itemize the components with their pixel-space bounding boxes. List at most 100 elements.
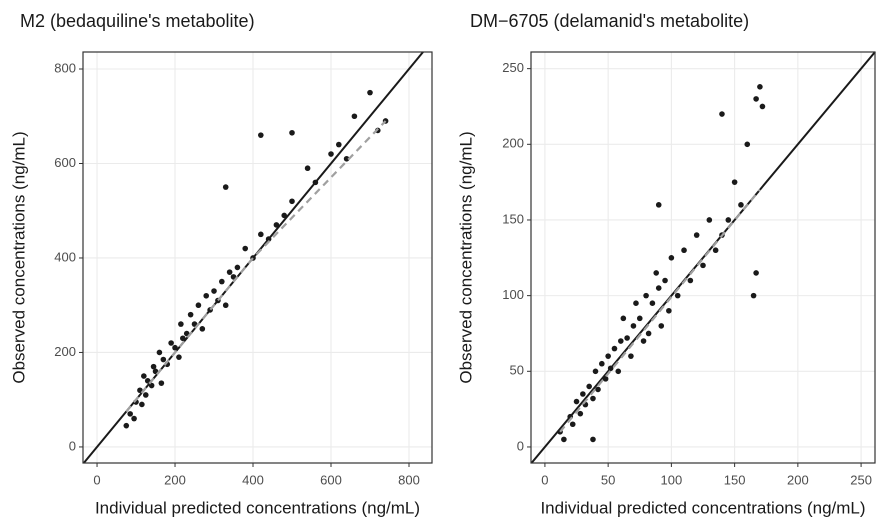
x-axis-label: Individual predicted concentrations (ng/… xyxy=(540,498,865,517)
point xyxy=(222,184,229,190)
point xyxy=(586,383,592,390)
point xyxy=(666,307,672,314)
point xyxy=(643,292,649,299)
trend-line xyxy=(559,189,761,433)
x-tick-label: 600 xyxy=(320,472,342,487)
y-tick-label: 150 xyxy=(502,211,524,226)
y-axis-label: Observed concentrations (ng/mL) xyxy=(9,131,28,383)
point xyxy=(757,84,763,90)
point xyxy=(273,222,280,228)
y-tick-label: 200 xyxy=(54,344,76,359)
point xyxy=(590,436,596,443)
point xyxy=(150,363,157,370)
point xyxy=(176,354,182,360)
point xyxy=(172,344,178,351)
point xyxy=(640,338,647,344)
point xyxy=(712,247,719,254)
point xyxy=(180,335,186,342)
point xyxy=(123,422,130,429)
point xyxy=(199,326,206,332)
y-tick-label: 50 xyxy=(510,363,524,378)
point xyxy=(658,323,665,329)
point xyxy=(592,368,599,375)
point xyxy=(645,330,652,337)
x-tick-label: 800 xyxy=(398,472,420,487)
point xyxy=(258,231,264,238)
point xyxy=(226,269,233,275)
y-tick-label: 400 xyxy=(54,249,76,264)
point xyxy=(281,212,288,219)
y-tick-label: 0 xyxy=(517,438,524,453)
point xyxy=(674,292,681,299)
point xyxy=(343,155,350,162)
point xyxy=(258,132,264,138)
point xyxy=(731,179,738,185)
point xyxy=(636,315,643,322)
point xyxy=(289,129,295,136)
chart-title: M2 (bedaquiline's metabolite) xyxy=(20,11,255,31)
x-tick-label: 150 xyxy=(724,472,746,487)
point xyxy=(750,292,757,299)
point xyxy=(187,311,194,318)
point xyxy=(178,321,184,327)
point xyxy=(195,302,202,309)
point xyxy=(605,353,611,359)
point xyxy=(693,232,700,238)
point xyxy=(160,356,167,363)
identity-line xyxy=(83,51,424,464)
point xyxy=(219,278,225,285)
y-tick-label: 250 xyxy=(502,60,524,75)
point xyxy=(336,141,342,148)
point xyxy=(156,349,163,356)
point xyxy=(630,323,637,329)
point xyxy=(367,89,373,96)
point xyxy=(131,415,137,422)
point xyxy=(738,202,744,208)
point xyxy=(577,410,584,417)
point xyxy=(655,285,662,291)
x-tick-label: 400 xyxy=(242,472,264,487)
point xyxy=(633,300,639,307)
x-tick-label: 200 xyxy=(164,472,186,487)
point xyxy=(617,338,624,344)
point xyxy=(744,141,751,148)
point xyxy=(668,255,675,261)
plot-border xyxy=(530,51,876,464)
x-tick-label: 0 xyxy=(93,472,100,487)
trend-line xyxy=(125,120,387,413)
point xyxy=(725,217,732,223)
point xyxy=(681,247,687,254)
point xyxy=(753,270,759,276)
x-tick-label: 50 xyxy=(601,472,615,487)
point xyxy=(624,335,630,341)
point xyxy=(590,395,596,402)
point xyxy=(158,380,165,386)
point xyxy=(719,111,725,117)
y-tick-label: 600 xyxy=(54,155,76,170)
point xyxy=(653,270,660,276)
point xyxy=(599,360,605,367)
point xyxy=(706,217,713,223)
point xyxy=(649,300,656,307)
point xyxy=(127,411,133,417)
point xyxy=(759,103,766,110)
point xyxy=(628,353,634,359)
point xyxy=(351,113,358,120)
point xyxy=(569,421,576,428)
point xyxy=(203,292,210,299)
point xyxy=(595,386,601,393)
point xyxy=(655,202,662,208)
point xyxy=(242,245,249,252)
point xyxy=(700,262,706,269)
point xyxy=(615,368,622,375)
point xyxy=(234,264,241,271)
x-tick-label: 0 xyxy=(541,472,548,487)
chart-title: DM−6705 (delamanid's metabolite) xyxy=(470,11,749,31)
identity-line xyxy=(530,51,876,464)
point xyxy=(211,288,217,294)
point xyxy=(139,401,145,408)
y-tick-label: 200 xyxy=(502,136,524,151)
x-tick-label: 100 xyxy=(661,472,683,487)
y-tick-label: 100 xyxy=(502,287,524,302)
